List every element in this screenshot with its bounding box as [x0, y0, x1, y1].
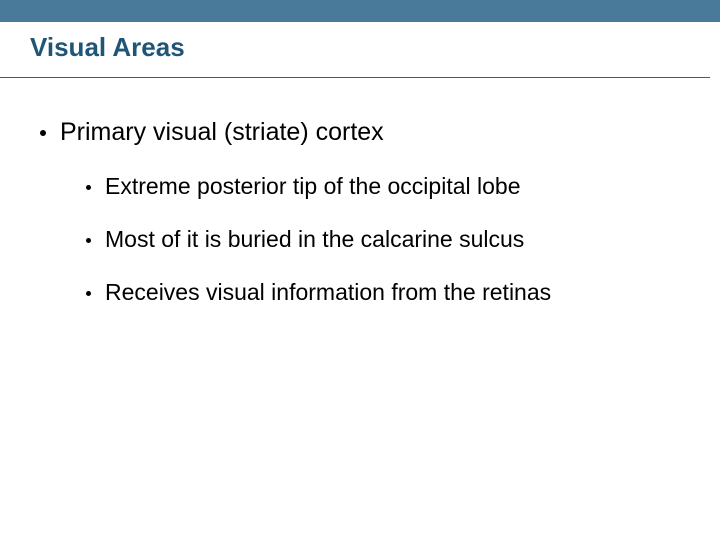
bullet-text: Receives visual information from the ret…	[105, 279, 551, 306]
bullet-text: Extreme posterior tip of the occipital l…	[105, 173, 520, 200]
bullet-dot-icon	[86, 291, 91, 296]
bullet-dot-icon	[86, 238, 91, 243]
slide-title: Visual Areas	[0, 22, 710, 78]
bullet-dot-icon	[86, 185, 91, 190]
bullet-dot-icon	[40, 130, 46, 136]
header-bar	[0, 0, 720, 22]
bullet-level1: Primary visual (striate) cortex	[30, 118, 690, 147]
content-area: Primary visual (striate) cortex Extreme …	[0, 78, 720, 306]
bullet-level2: Receives visual information from the ret…	[30, 279, 690, 306]
bullet-text: Primary visual (striate) cortex	[60, 118, 384, 147]
bullet-level2: Extreme posterior tip of the occipital l…	[30, 173, 690, 200]
bullet-text: Most of it is buried in the calcarine su…	[105, 226, 524, 253]
bullet-level2: Most of it is buried in the calcarine su…	[30, 226, 690, 253]
